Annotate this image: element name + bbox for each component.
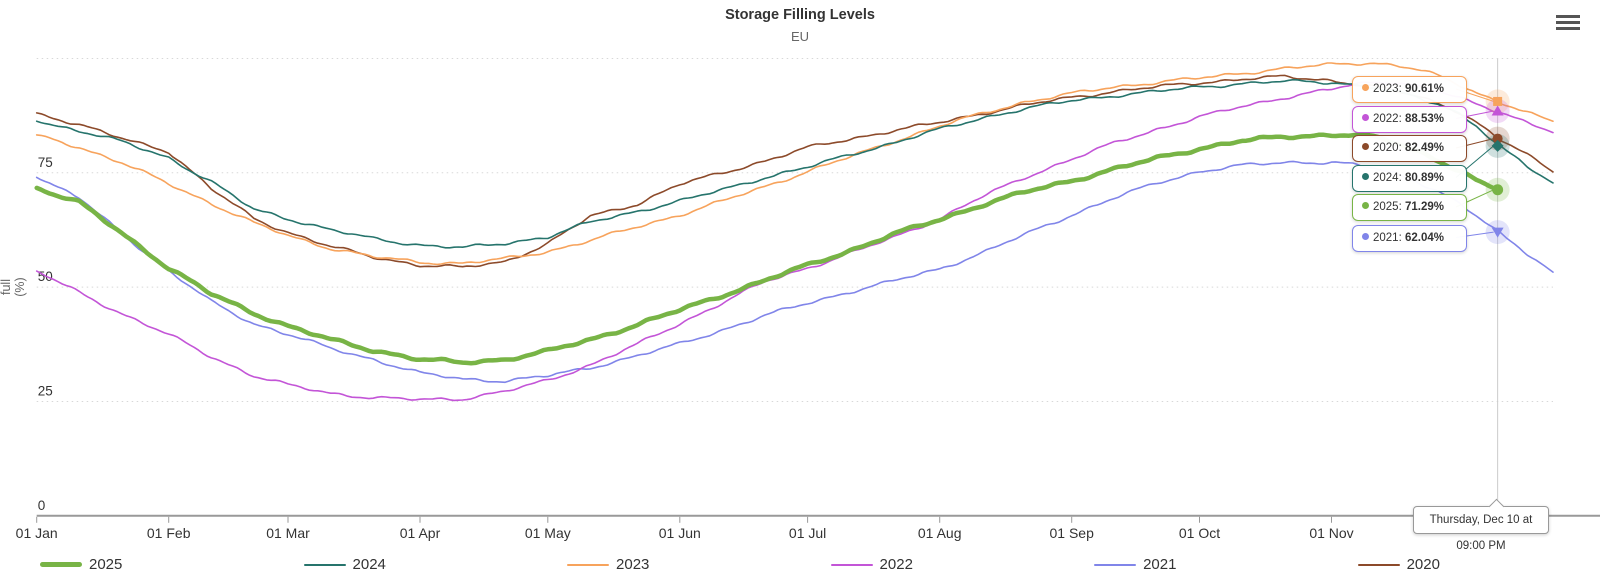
point-marker-2025[interactable] [1492, 184, 1504, 196]
legend-item-2022[interactable]: 2022 [830, 556, 913, 573]
series-line-2025[interactable] [34, 131, 1500, 366]
x-axis-label: 01 Feb [147, 525, 191, 541]
series-line-2023[interactable] [35, 62, 1554, 266]
legend-swatch [40, 562, 82, 567]
hamburger-icon [1556, 14, 1580, 18]
point-marker-2020[interactable] [1492, 133, 1503, 144]
legend-item-2023[interactable]: 2023 [567, 556, 649, 573]
legend-label: 2021 [1143, 556, 1177, 573]
series-line-2022[interactable] [35, 81, 1554, 402]
series-line-2020[interactable] [35, 74, 1554, 268]
legend-item-2025[interactable]: 2025 [40, 556, 122, 573]
x-axis-label: 01 May [525, 525, 571, 541]
y-axis-label: 75 [38, 155, 53, 170]
x-axis-label: 01 Apr [400, 525, 441, 541]
legend-swatch [830, 563, 873, 566]
chart-context-menu-button[interactable] [1554, 10, 1582, 34]
x-axis-label: 01 Jul [789, 525, 826, 541]
x-axis-label: 01 Nov [1309, 525, 1353, 541]
hamburger-icon [1556, 26, 1580, 30]
series-line-2024[interactable] [35, 78, 1554, 249]
point-marker-2022[interactable] [1491, 105, 1504, 116]
legend-label: 2020 [1406, 556, 1440, 573]
chart-subtitle: EU [790, 29, 810, 44]
legend-swatch [303, 563, 346, 566]
legend-swatch [1357, 563, 1400, 566]
x-axis-label: 01 Jan [16, 525, 58, 541]
legend-item-2021[interactable]: 2021 [1094, 556, 1176, 573]
x-axis-label: 01 Aug [918, 525, 962, 541]
legend-label: 2022 [879, 556, 913, 573]
y-axis-label: 25 [38, 384, 53, 399]
legend-item-2020[interactable]: 2020 [1357, 556, 1440, 573]
y-axis-label: 0 [38, 498, 46, 513]
x-axis-label: 01 Sep [1050, 525, 1095, 541]
date-tooltip-label: Thursday, Dec 10 at 09:00 PM [1429, 514, 1533, 552]
date-tooltip: Thursday, Dec 10 at 09:00 PM [1413, 498, 1549, 552]
legend-label: 2023 [616, 556, 650, 573]
legend: 2025 2024 2023 2022 2021 2020 [40, 556, 1440, 573]
legend-swatch [1094, 563, 1137, 566]
point-marker-2024[interactable] [1491, 139, 1504, 152]
legend-label: 2025 [89, 556, 123, 573]
x-axis-label: 01 Mar [266, 525, 310, 541]
legend-swatch [567, 563, 610, 566]
legend-item-2024[interactable]: 2024 [303, 556, 386, 573]
point-marker-2023[interactable] [1493, 96, 1503, 106]
x-axis-label: 01 Oct [1179, 525, 1220, 541]
legend-label: 2024 [352, 556, 386, 573]
point-marker-2021[interactable] [1491, 227, 1504, 238]
series-line-2021[interactable] [35, 160, 1554, 384]
chart-title: Storage Filling Levels [725, 7, 875, 23]
x-axis-label: 01 Jun [659, 525, 701, 541]
hamburger-icon [1556, 20, 1580, 24]
